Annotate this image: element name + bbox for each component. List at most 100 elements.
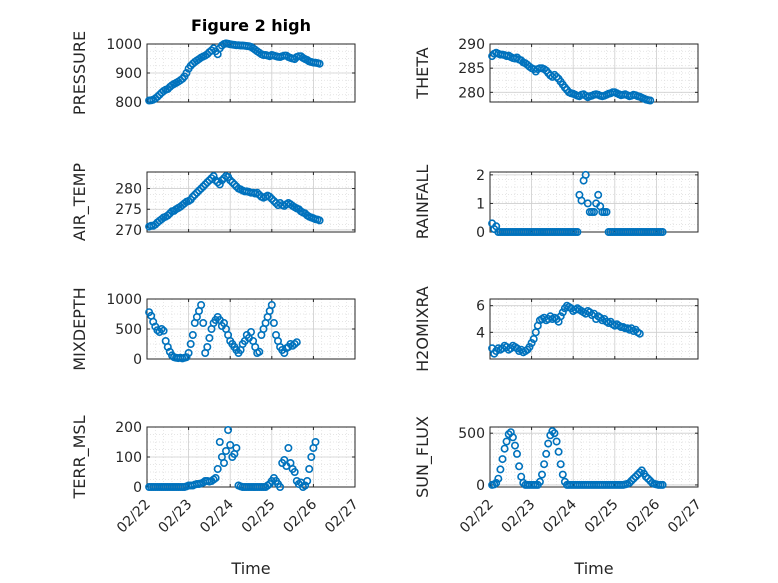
data-point [558,308,567,317]
data-series [488,427,667,489]
y-tick-label: 0 [476,478,485,494]
data-point [186,339,195,348]
data-point [153,92,162,101]
data-point [203,178,212,187]
data-point [215,180,224,189]
y-tick-label: 500 [458,426,485,442]
data-point [508,433,517,442]
x-tick-label: 02/24 [540,496,580,536]
data-point [311,437,320,446]
data-point [556,460,565,469]
axes-box [146,171,356,233]
axes-box [489,298,699,360]
figure-title: Figure 2 high [191,16,311,35]
data-point [540,460,549,469]
x-tick-label: 02/27 [322,497,362,537]
data-series [145,39,324,105]
data-point [228,178,237,187]
data-point [512,449,521,458]
y-tick-label: 6 [476,299,485,315]
data-point [301,481,310,490]
x-tick-label: 02/27 [665,497,705,537]
data-point [215,437,224,446]
data-point [192,188,201,197]
data-point [213,178,222,187]
data-point [550,429,559,438]
data-point [658,228,667,237]
data-point [188,330,197,339]
data-point [230,180,239,189]
data-point [203,342,212,351]
subplot-h2omixra: 4 6 H2OMIXRA [413,286,699,372]
data-point [247,327,256,336]
data-point [199,182,208,191]
data-point [635,468,644,477]
data-point [644,474,653,483]
subplot-mixdepth: 0 500 1000 MIXDEPTH [70,287,356,371]
data-point [537,470,546,479]
data-point [188,192,197,201]
x-tick-label: 02/23 [156,497,196,537]
y-tick-label: 275 [115,202,142,218]
data-point [209,172,218,181]
data-point [265,192,274,201]
data-point [502,437,511,446]
data-point [207,174,216,183]
y-axis-label: THETA [413,47,432,99]
data-point [515,462,524,471]
y-tick-label: 0 [133,352,142,368]
y-tick-label: 270 [115,223,142,239]
data-point [631,472,640,481]
y-axis-label: SUN_FLUX [413,416,433,498]
data-point [552,437,561,446]
data-point [211,473,220,482]
data-series [145,300,301,363]
data-point [627,476,636,485]
data-point [269,318,278,327]
y-tick-label: 280 [458,85,485,101]
data-point [525,342,534,351]
data-point [276,482,285,491]
subplot-sun-flux: 0 500 SUN_FLUX 02/22 02/23 02/24 02/25 02/26 02/… [413,416,705,536]
x-tick-label: 02/26 [280,496,320,536]
data-point [554,447,563,456]
data-point [602,208,611,217]
data-series [488,301,644,358]
data-point [546,431,555,440]
y-tick-label: 800 [115,95,142,111]
x-tick-label: 02/24 [197,496,237,536]
y-axis-label: TERR_MSL [70,415,90,499]
data-series [488,48,655,105]
data-point [284,443,293,452]
data-point [529,334,538,343]
data-point [629,474,638,483]
y-tick-label: 1000 [106,37,142,53]
data-point [207,46,216,55]
data-point [658,480,667,489]
data-point [583,199,592,208]
y-axis-label: AIR_TEMP [70,163,90,241]
data-point [573,228,582,237]
data-point [255,347,264,356]
data-point [222,446,231,455]
x-tick-label: 02/22 [457,497,497,537]
subplot-theta: 280 285 290 THETA [413,37,699,105]
data-point [315,59,324,68]
data-point [625,478,634,487]
x-axis-label-right: Time [573,559,613,578]
x-tick-label: 02/22 [114,497,154,537]
data-point [594,190,603,199]
data-point [315,216,324,225]
data-point [201,180,210,189]
x-tick-label: 02/25 [239,497,279,537]
data-point [159,326,168,335]
data-series [488,170,667,237]
data-point [290,467,299,476]
y-axis-label: H2OMIXRA [413,286,432,372]
data-point [205,333,214,342]
data-point [307,452,316,461]
data-point [217,176,226,185]
data-point [558,470,567,479]
subplot-rainfall: 0 1 2 RAINFALL [413,165,699,241]
